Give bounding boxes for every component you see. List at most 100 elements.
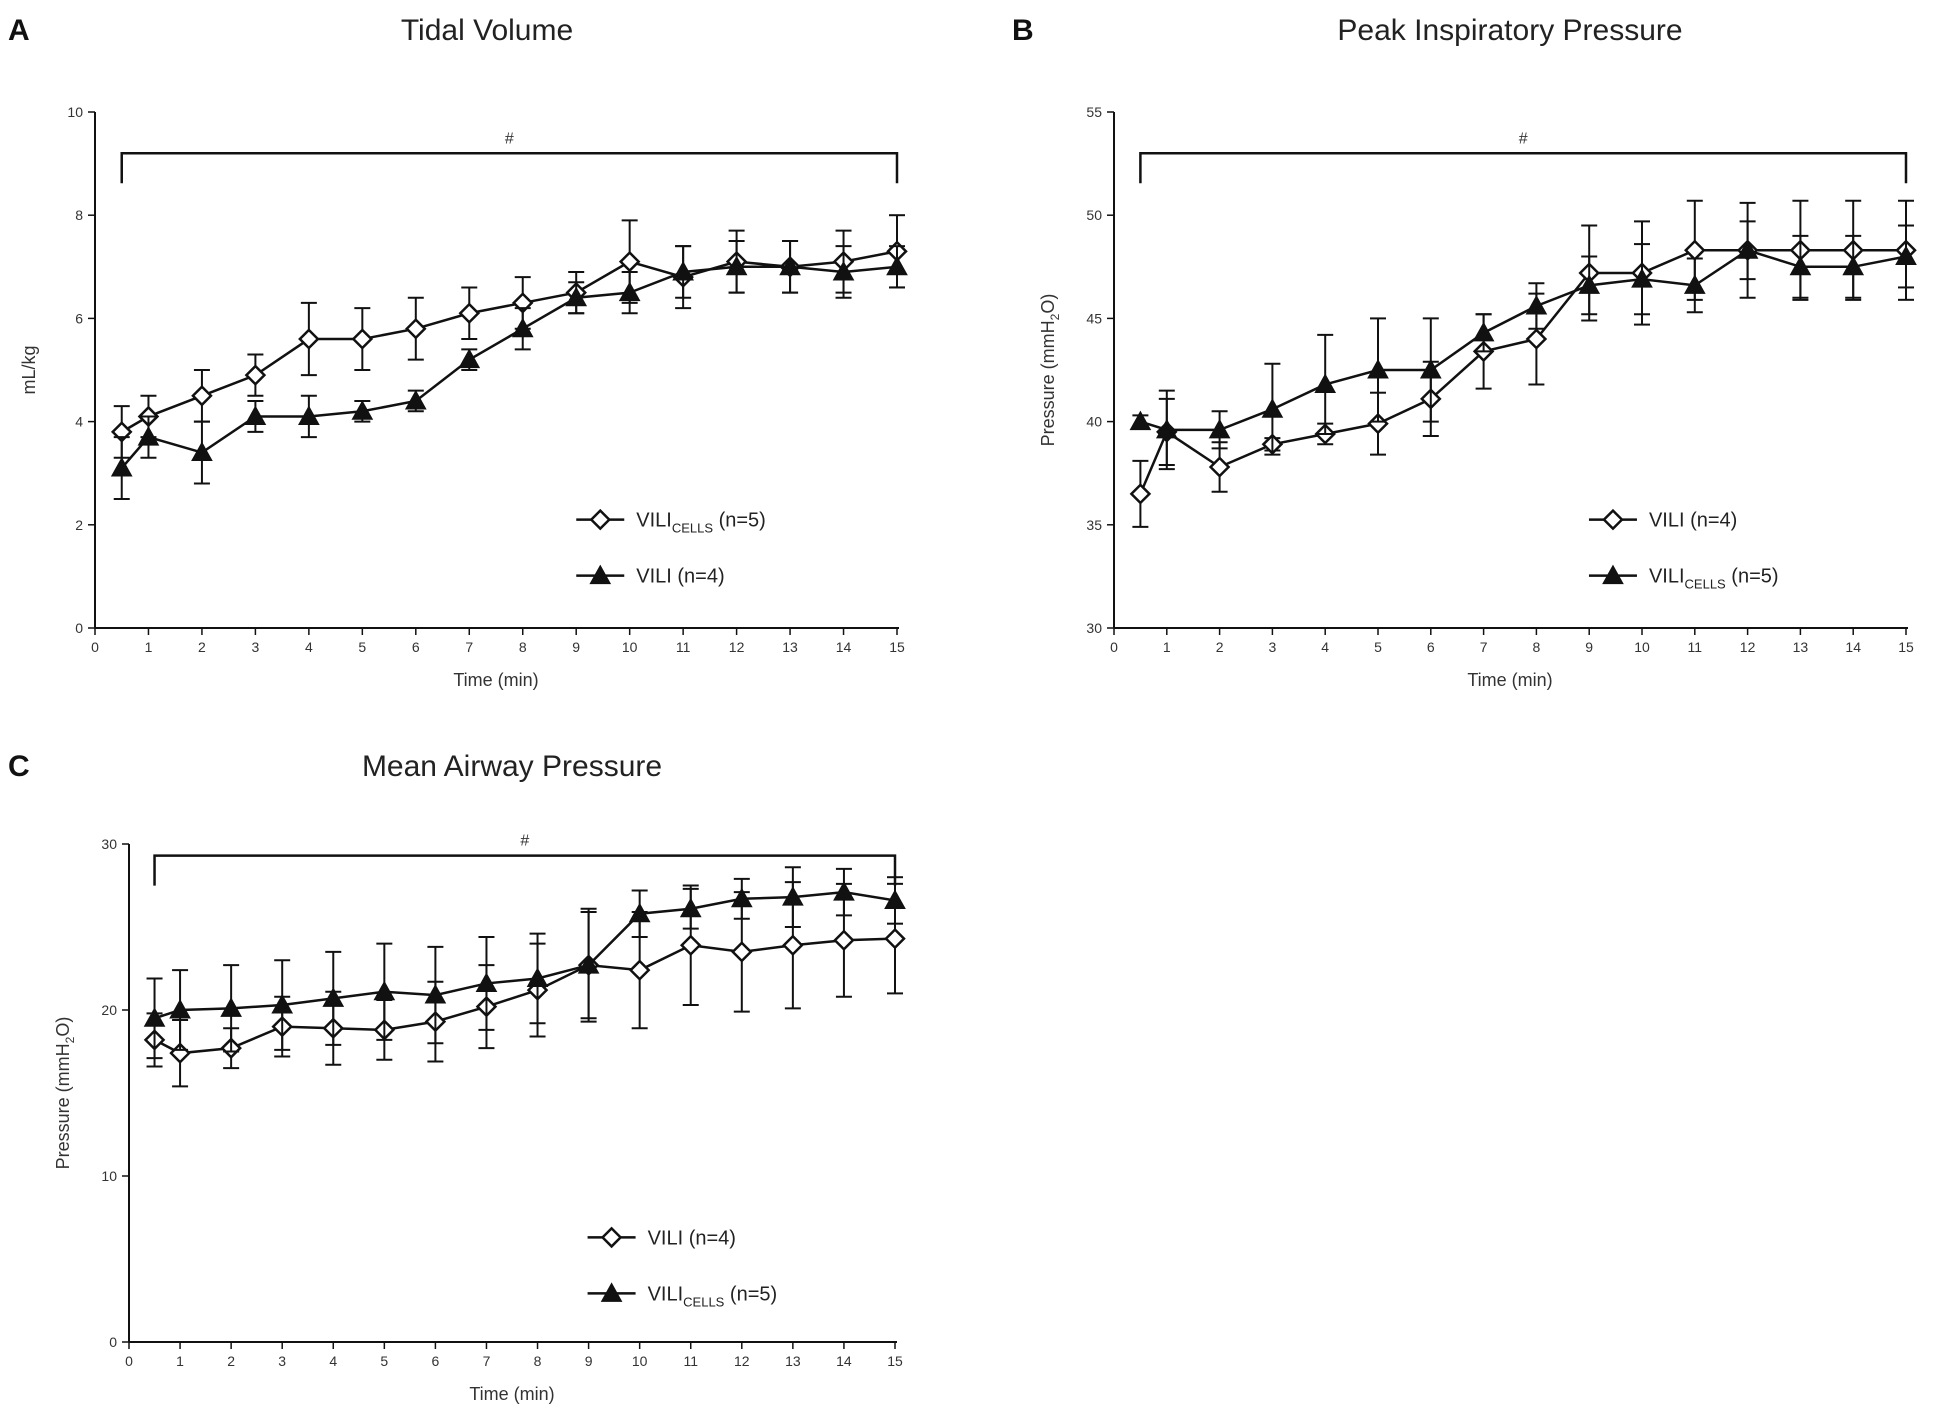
y-axis-label-main: Pressure (mmH (1038, 320, 1058, 446)
data-point (1367, 358, 1389, 379)
significance-label: # (505, 130, 514, 147)
legend-suffix: (n=4) (672, 566, 725, 588)
legend-suffix: (n=4) (683, 1227, 736, 1249)
significance-bracket (1139, 152, 1908, 184)
x-tick-label: 15 (887, 1353, 903, 1369)
y-tick-label: 55 (1086, 104, 1102, 120)
x-tick-label: 3 (252, 639, 260, 655)
data-point (404, 389, 427, 410)
y-tick-label: 8 (75, 207, 83, 223)
y-axis-label-subscript: 2 (63, 1036, 77, 1043)
data-point (1129, 410, 1152, 431)
x-tick-label: 10 (632, 1353, 648, 1369)
legend-name: VILI (636, 566, 672, 588)
data-point (244, 364, 267, 386)
legend-name: VILI (636, 510, 672, 532)
data-point (1578, 274, 1601, 294)
data-point (1208, 456, 1231, 478)
legend-label: VILI (n=4) (1649, 510, 1737, 532)
y-axis-label-main: Pressure (mmH (53, 1043, 73, 1169)
legend-subscript: CELLS (683, 1294, 725, 1309)
x-tick-label: 0 (125, 1353, 133, 1369)
y-tick-label: 10 (101, 1168, 117, 1184)
data-point (1736, 239, 1759, 259)
x-tick-label: 8 (519, 639, 527, 655)
series-1 (143, 866, 906, 1060)
legend-subscript: CELLS (1685, 577, 1727, 592)
data-point (169, 998, 191, 1019)
data-point (679, 934, 702, 957)
data-point (628, 902, 651, 923)
legend-name: VILI (648, 1227, 684, 1249)
x-tick-label: 10 (1634, 639, 1650, 655)
x-tick-label: 11 (1688, 639, 1703, 655)
x-tick-label: 3 (1269, 639, 1277, 655)
x-tick-label: 0 (1110, 639, 1118, 655)
data-point (220, 997, 242, 1017)
legend-suffix: (n=5) (1726, 566, 1779, 588)
x-tick-label: 12 (734, 1353, 750, 1369)
data-point (351, 328, 374, 350)
x-tick-label: 4 (1321, 639, 1329, 655)
data-point (191, 385, 213, 407)
x-tick-label: 7 (483, 1353, 491, 1369)
legend-marker (1602, 508, 1624, 531)
data-point (373, 980, 396, 1001)
series-line (121, 250, 898, 434)
y-tick-label: 4 (75, 414, 83, 430)
data-point (618, 250, 641, 273)
legend-entry-1: VILICELLS (n=5) (587, 1282, 777, 1309)
x-tick-label: 14 (1845, 639, 1861, 655)
legend-subscript: CELLS (672, 521, 714, 536)
data-point (110, 457, 133, 477)
legend-entry-0: VILI (n=4) (1588, 508, 1737, 532)
legend-marker (589, 564, 612, 585)
data-point (1525, 294, 1548, 315)
legend-entry-1: VILI (n=4) (576, 564, 725, 588)
series-line (1140, 248, 1907, 432)
data-point (143, 1007, 166, 1027)
x-tick-label: 8 (1533, 639, 1541, 655)
series-line (154, 890, 896, 1020)
chart-title: Peak Inspiratory Pressure (1337, 14, 1682, 47)
x-tick-label: 2 (198, 639, 206, 655)
y-tick-label: 50 (1086, 207, 1102, 223)
data-point (628, 959, 651, 981)
data-point (1789, 255, 1812, 276)
data-point (405, 317, 427, 340)
panel-letter: C (8, 750, 30, 783)
data-point (782, 886, 804, 906)
data-point (725, 255, 748, 276)
x-tick-label: 10 (622, 639, 638, 655)
legend-label: VILI (n=4) (636, 566, 724, 588)
y-tick-label: 35 (1086, 517, 1102, 533)
data-point (1208, 418, 1231, 439)
legend-marker (600, 1282, 623, 1302)
data-point (191, 441, 213, 462)
y-tick-label: 45 (1086, 310, 1102, 326)
x-tick-label: 5 (358, 639, 366, 655)
data-point (351, 400, 374, 420)
legend-suffix: (n=5) (713, 510, 766, 532)
x-tick-label: 12 (1740, 639, 1756, 655)
x-tick-label: 1 (176, 1353, 184, 1369)
data-point (298, 328, 320, 350)
y-axis-label: Pressure (mmH2O) (1038, 294, 1062, 447)
data-point (458, 302, 481, 325)
legend-entry-0: VILICELLS (n=5) (576, 508, 766, 536)
x-tick-label: 13 (782, 639, 798, 655)
y-tick-label: 0 (75, 620, 83, 636)
data-point (322, 987, 345, 1007)
data-point (298, 405, 320, 425)
x-tick-label: 3 (278, 1353, 286, 1369)
data-point (1261, 398, 1284, 418)
legend-label: VILI (n=4) (648, 1227, 736, 1249)
x-tick-label: 11 (683, 1353, 698, 1369)
x-tick-label: 7 (465, 639, 473, 655)
x-tick-label: 7 (1480, 639, 1488, 655)
data-point (526, 967, 549, 987)
data-point (832, 260, 855, 281)
x-tick-label: 5 (1374, 639, 1382, 655)
